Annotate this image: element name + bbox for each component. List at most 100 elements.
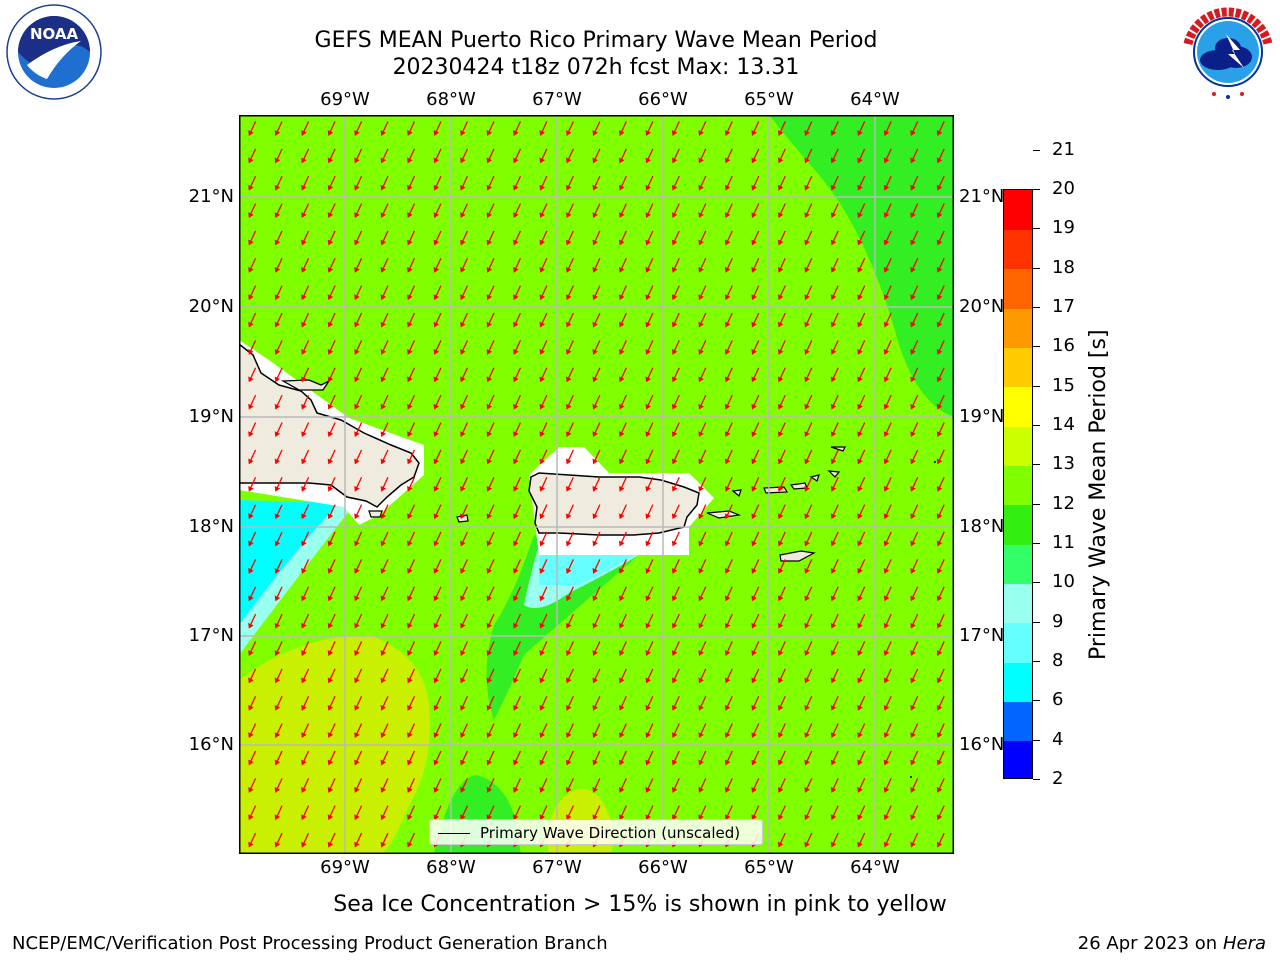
wave-arrow (777, 805, 786, 821)
wave-arrow (936, 723, 945, 739)
lat-label-left-18n: 18°N (188, 516, 234, 537)
wave-arrow (301, 559, 310, 574)
wave-arrow (645, 175, 654, 191)
wave-arrow (433, 778, 442, 793)
colorbar-tick-mark (1033, 385, 1040, 387)
sea-ice-note: Sea Ice Concentration > 15% is shown in … (333, 892, 947, 917)
lat-label-left-21n: 21°N (188, 186, 234, 207)
wave-arrow (592, 476, 601, 492)
colorbar-tick-mark (1033, 464, 1040, 466)
wave-arrow (804, 230, 813, 246)
wave-arrow (539, 203, 548, 219)
wave-arrow (248, 449, 257, 465)
wave-arrow (592, 203, 601, 219)
wave-arrow (248, 750, 257, 766)
wave-arrow (248, 394, 257, 410)
wave-arrow (380, 559, 389, 574)
wave-arrow (460, 778, 469, 793)
wave-arrow (751, 641, 760, 656)
lon-label-bottom-69w: 69°W (320, 857, 370, 878)
colorbar-tick-mark (1033, 346, 1040, 348)
wave-arrow (566, 285, 574, 301)
wave-arrow (354, 449, 363, 465)
wave-arrow (936, 175, 945, 191)
wave-arrow (539, 121, 548, 136)
wave-arrow (301, 394, 310, 410)
wave-arrow (407, 723, 416, 739)
wave-arrow (486, 723, 495, 739)
footer-date-text: 26 Apr 2023 on (1077, 933, 1223, 954)
wave-arrow (698, 750, 707, 766)
wave-arrow (936, 805, 945, 821)
wave-arrow (671, 504, 680, 520)
wave-arrow (857, 641, 866, 656)
colorbar-tick-mark (1033, 700, 1040, 702)
wave-arrow (433, 257, 442, 273)
wave-arrow (327, 230, 336, 246)
wave-arrow (380, 449, 389, 465)
saona-island (368, 510, 383, 518)
puerto-rico-land (528, 472, 700, 536)
wave-arrow (486, 340, 495, 355)
wave-arrow (539, 559, 548, 574)
wave-arrow (724, 613, 733, 629)
wave-arrow (883, 504, 892, 520)
wave-arrow (592, 668, 601, 684)
wave-arrow (671, 422, 680, 438)
wave-arrow (645, 805, 654, 821)
wave-arrow (539, 750, 548, 766)
wave-arrow (566, 504, 574, 520)
wave-arrow (804, 559, 813, 574)
wave-arrow (592, 257, 601, 273)
wave-arrow (883, 394, 892, 410)
wave-arrow (804, 476, 813, 492)
wave-arrow (804, 257, 813, 273)
wave-arrow (671, 340, 680, 355)
wave-arrow (354, 504, 363, 520)
wave-arrow (539, 504, 548, 520)
wave-arrow (327, 504, 336, 520)
lon-label-top-65w: 65°W (744, 89, 794, 110)
lon-label-bottom-67w: 67°W (532, 857, 582, 878)
wave-arrow (698, 340, 707, 355)
lat-label-right-18n: 18°N (959, 516, 1005, 537)
wave-arrow (751, 230, 760, 246)
wave-arrow (433, 449, 442, 465)
wave-arrow (407, 312, 416, 328)
wave-arrow (910, 750, 919, 766)
wave-arrow (698, 586, 707, 602)
wave-arrow (883, 340, 892, 355)
wave-arrow (486, 476, 495, 492)
wave-arrow (671, 312, 680, 328)
wave-arrow (857, 695, 866, 711)
wave-arrow (248, 504, 257, 520)
wave-arrow (751, 257, 760, 273)
wave-arrow (777, 832, 786, 848)
wave-arrow (698, 805, 707, 821)
wave-arrow (698, 476, 707, 492)
wave-arrow (274, 449, 283, 465)
wave-arrow (751, 340, 760, 355)
wave-arrow (777, 476, 786, 492)
wave-arrow (619, 476, 627, 492)
wave-arrow (804, 695, 813, 711)
wave-arrow (327, 750, 336, 766)
colorbar-tick-label: 4 (1052, 728, 1064, 750)
wave-arrow (883, 449, 892, 465)
wave-arrow (380, 394, 389, 410)
wave-arrow (883, 285, 892, 301)
wave-arrow (301, 175, 310, 191)
wave-arrow (433, 285, 442, 301)
colorbar-tick-mark (1033, 543, 1040, 544)
wave-arrow (724, 641, 733, 656)
wave-arrow (645, 340, 654, 355)
wave-arrow (380, 504, 389, 520)
wave-arrow (274, 476, 283, 492)
wave-arrow (883, 257, 892, 273)
wave-arrow (936, 586, 945, 602)
wave-arrow (248, 805, 257, 821)
wave-arrow (698, 422, 707, 438)
wave-arrow (724, 121, 733, 136)
wave-arrow (539, 641, 548, 656)
wave-arrow (777, 778, 786, 793)
